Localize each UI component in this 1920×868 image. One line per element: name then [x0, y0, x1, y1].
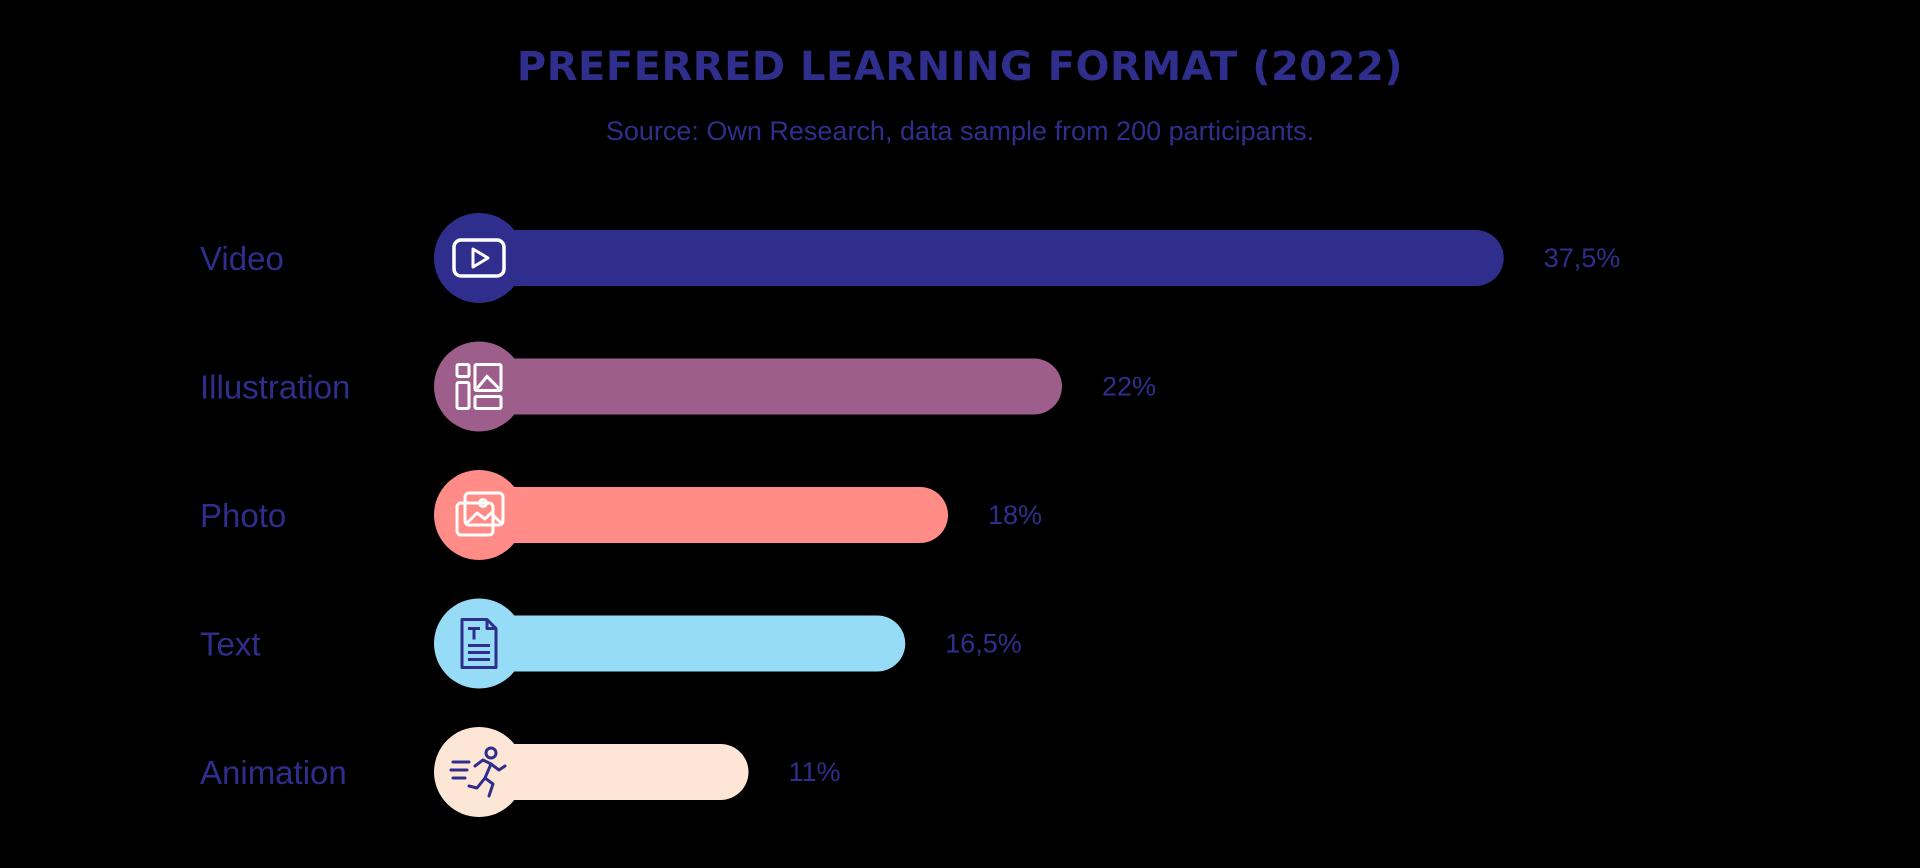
- value-label-animation: 11%: [789, 757, 841, 787]
- value-label-photo: 18%: [988, 500, 1042, 530]
- bar-illustration: [435, 358, 1062, 415]
- value-label-text: 16,5%: [945, 629, 1022, 659]
- category-label-animation: Animation: [200, 754, 347, 791]
- bar-icon-circle-video: [434, 213, 524, 303]
- layout-gallery-icon: [455, 363, 503, 410]
- bar-icon-circle-text: [434, 598, 524, 689]
- category-label-photo: Photo: [200, 497, 286, 534]
- value-label-illustration: 22%: [1102, 372, 1156, 402]
- value-label-video: 37,5%: [1544, 243, 1621, 273]
- bar-text: [435, 615, 906, 672]
- text-document-icon: [460, 618, 498, 669]
- bar-icon-circle-animation: [434, 727, 524, 817]
- running-figure-icon: [449, 746, 507, 798]
- category-label-video: Video: [200, 240, 284, 277]
- category-label-illustration: Illustration: [200, 369, 350, 406]
- bar-video: [435, 230, 1504, 286]
- bar-photo: [435, 487, 948, 543]
- category-label-text: Text: [200, 626, 261, 663]
- chart-subtitle: Source: Own Research, data sample from 2…: [605, 116, 1315, 146]
- video-play-icon: [452, 238, 506, 278]
- photos-icon: [455, 491, 505, 537]
- chart-title: PREFERRED LEARNING FORMAT (2022): [516, 44, 1404, 90]
